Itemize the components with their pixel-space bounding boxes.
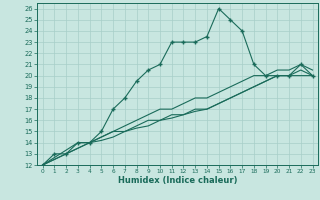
X-axis label: Humidex (Indice chaleur): Humidex (Indice chaleur) (118, 176, 237, 185)
